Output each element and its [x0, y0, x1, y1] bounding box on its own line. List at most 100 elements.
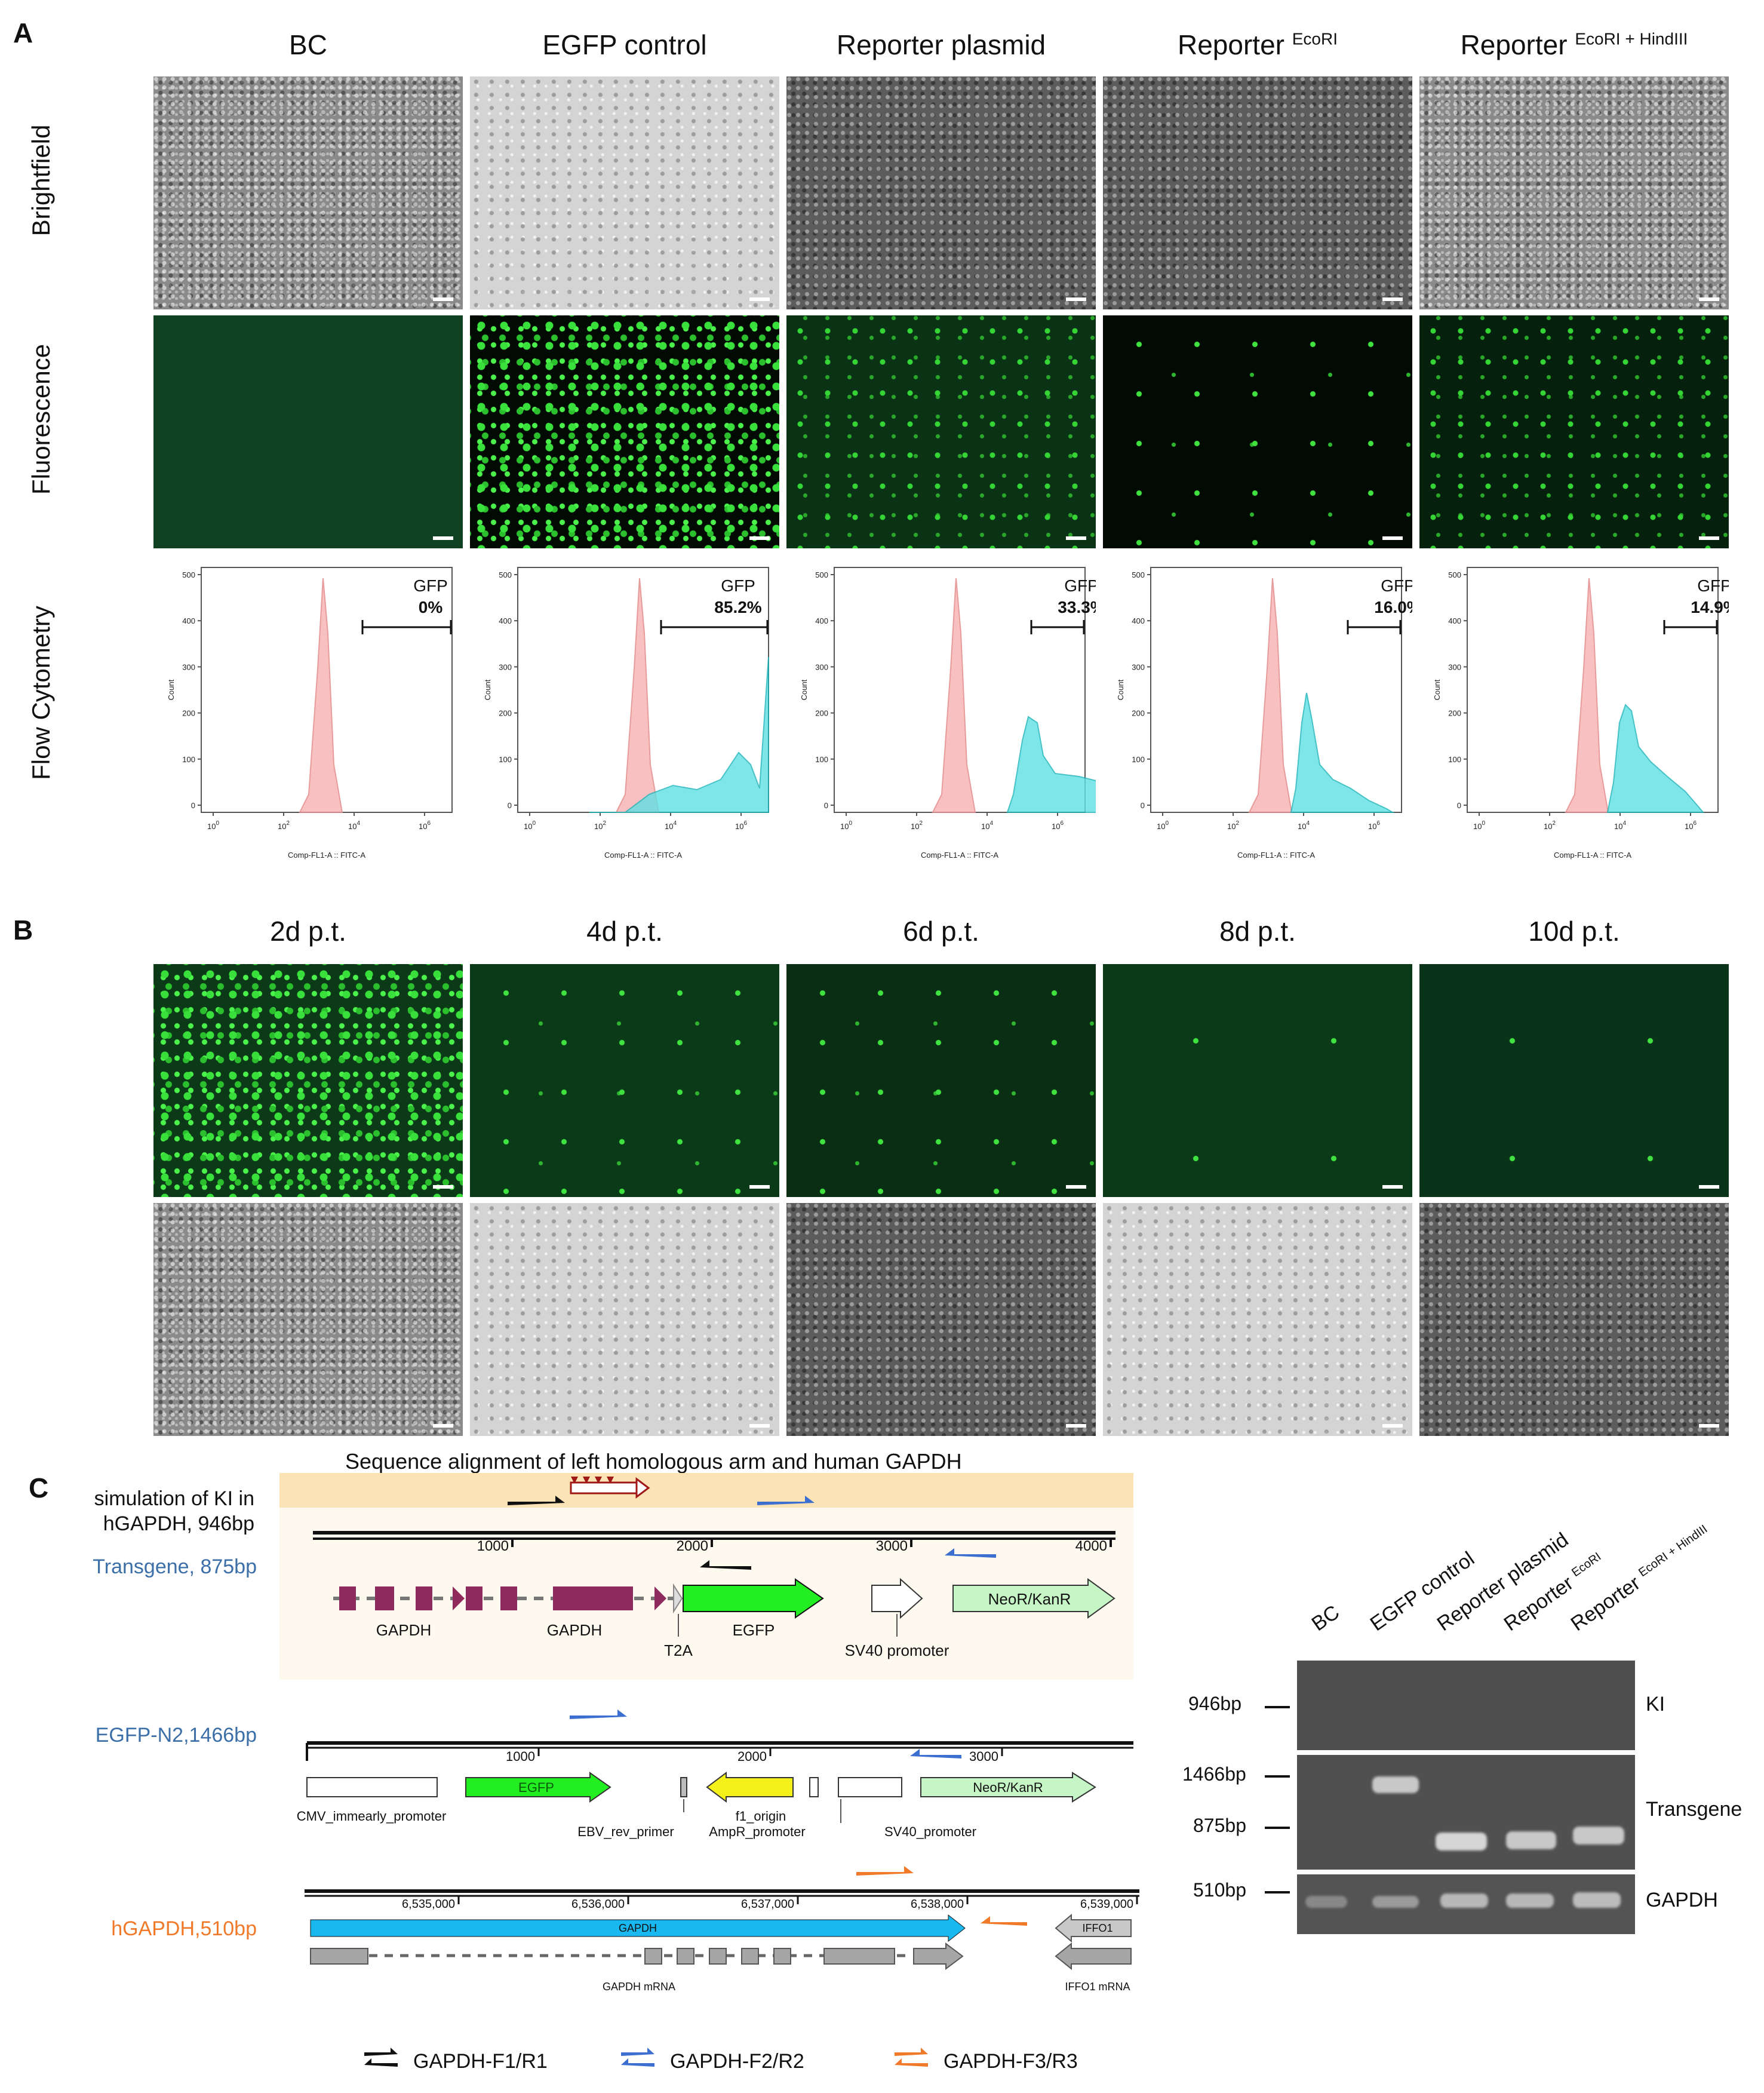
y-tick-label: 200: [1448, 709, 1461, 718]
y-tick-label: 100: [1132, 755, 1145, 764]
ruler-tick-3000: 3000: [969, 1749, 998, 1764]
x-tick-label: 104: [981, 820, 993, 831]
ruler-tick-2000: 2000: [677, 1538, 708, 1554]
feature-label-egfp: EGFP: [733, 1621, 775, 1639]
y-axis-label: Count: [1433, 679, 1442, 700]
x-tick-label: 102: [911, 820, 923, 831]
flow-histogram-svg: 0 100 200 300 400 500 100 102 104 106 Comp-FL1-A :…: [167, 567, 453, 860]
feature-label-egfp: EGFP: [518, 1780, 554, 1795]
cmv-promoter-feature: [306, 1777, 438, 1797]
gel-band-510: [1305, 1896, 1347, 1908]
gel-band-510: [1506, 1893, 1554, 1908]
y-tick-label: 500: [182, 570, 195, 579]
y-tick-label: 400: [1132, 616, 1145, 625]
gel-band-875: [1573, 1827, 1624, 1845]
row-label-fluorescence: Fluorescence: [27, 343, 55, 495]
x-tick-label: 106: [735, 820, 747, 831]
gapdh-exon: [654, 1586, 666, 1610]
gapdh-exon: [500, 1586, 517, 1610]
y-tick-label: 500: [1448, 570, 1461, 579]
egfp-feature: [683, 1578, 824, 1619]
feature-label-ampr: AmpR_promoter: [709, 1824, 805, 1839]
marker-tick: [1265, 1891, 1290, 1893]
t2a-feature: [673, 1583, 683, 1614]
brightfield-image-egfp-control: [470, 76, 779, 309]
flow-histogram: 0 100 200 300 400 500 100 102 104 106 Comp-FL1-A :…: [786, 561, 1157, 872]
sample-histogram: [1290, 692, 1395, 813]
gel-transgene: [1297, 1755, 1635, 1870]
legend-swatch-f1r1: [364, 2048, 398, 2067]
gel-row-label-gapdh: GAPDH: [1646, 1889, 1718, 1911]
x-tick-label: 106: [1685, 820, 1697, 831]
hgapdh-label: hGAPDH,510bp: [111, 1917, 257, 1940]
control-peak: [299, 578, 343, 813]
col-title-6d: 6d p.t.: [903, 916, 979, 947]
y-tick-label: 400: [815, 616, 828, 625]
scale-bar: [1066, 1185, 1086, 1189]
scale-bar: [749, 1424, 770, 1428]
y-tick-label: 300: [815, 662, 828, 671]
x-tick-label: 100: [1157, 820, 1169, 831]
primer-f2-arrow: [570, 1710, 627, 1719]
flow-histogram-svg: 0 100 200 300 400 500 100 102 104 106 Comp-FL1-A :…: [1116, 567, 1422, 860]
ampr-promoter-feature: [809, 1777, 819, 1797]
y-axis-label: Count: [1116, 679, 1125, 700]
scale-bar: [749, 297, 770, 301]
egfp-n2-map: 1000 2000 3000 EGFP NeoR/KanR CMV_immear…: [297, 1710, 1133, 1839]
mrna-exon: [677, 1948, 694, 1965]
row-label-flow-cytometry: Flow Cytometry: [27, 606, 55, 780]
legend-label-f2r2: GAPDH-F2/R2: [670, 2050, 804, 2073]
scale-bar: [749, 536, 770, 540]
control-peak: [932, 578, 976, 813]
y-axis-label: Count: [483, 679, 492, 700]
fluorescence-image-reporter-plasmid: [786, 315, 1096, 548]
brightfield-image-6d: [786, 1203, 1096, 1436]
gfp-percent: 33.3%: [1058, 598, 1096, 616]
gapdh-gene-feature: [310, 1914, 966, 1942]
flow-histogram: 0 100 200 300 400 500 100 102 104 106 Comp-FL1-A :…: [470, 561, 779, 872]
marker-tick: [1265, 1827, 1290, 1829]
primer-legend: GAPDH-F1/R1 GAPDH-F2/R2 GAPDH-F3/R3: [364, 2048, 1078, 2073]
gapdh-exon: [375, 1586, 394, 1610]
gapdh-exon: [453, 1586, 465, 1610]
x-tick-label: 100: [1473, 820, 1485, 831]
y-tick-label: 100: [815, 755, 828, 764]
f1-origin-feature: [706, 1772, 794, 1803]
gel-band-510: [1440, 1893, 1488, 1908]
marker-875: 875bp: [1193, 1815, 1246, 1836]
fluorescence-image-egfp-control: [470, 315, 779, 548]
marker-1466: 1466bp: [1182, 1763, 1246, 1785]
brightfield-image-2d: [153, 1203, 463, 1436]
y-tick-label: 400: [182, 616, 195, 625]
gel-row-label-transgene: Transgene: [1646, 1798, 1743, 1821]
ruler-tick-4000: 4000: [1075, 1538, 1107, 1554]
gfp-percent: 14.9%: [1691, 598, 1729, 616]
feature-label-gapdh: GAPDH: [619, 1922, 657, 1934]
gapdh-exon: [553, 1586, 633, 1610]
feature-label-neor: NeoR/KanR: [988, 1590, 1071, 1608]
ki-site-marker: [570, 1477, 650, 1499]
ebv-rev-primer-feature: [680, 1777, 687, 1797]
lane-label-bc: BC: [1307, 1600, 1344, 1636]
ruler-tick-3000: 3000: [876, 1538, 908, 1554]
col-title-4d: 4d p.t.: [586, 916, 663, 947]
primer-f2-arrow: [757, 1496, 815, 1505]
brightfield-image-bc: [153, 76, 463, 309]
feature-label-neor: NeoR/KanR: [973, 1780, 1043, 1795]
ki-highlight: [279, 1473, 1133, 1508]
primer-f1-arrow: [508, 1496, 565, 1505]
feature-label-iffo1: IFFO1: [1082, 1922, 1113, 1934]
scale-bar: [1382, 297, 1403, 301]
marker-tick: [1265, 1706, 1290, 1708]
gapdh-exon: [416, 1586, 432, 1610]
scale-bar: [1382, 1185, 1403, 1189]
fluorescence-image-10d: [1419, 964, 1729, 1197]
feature-label-cmv: CMV_immearly_promoter: [297, 1809, 447, 1824]
legend-label-f3r3: GAPDH-F3/R3: [944, 2050, 1078, 2073]
x-tick-label: 104: [1298, 820, 1310, 831]
ruler-tick-1000: 1000: [477, 1538, 509, 1554]
x-tick-label: 100: [207, 820, 219, 831]
gel-band-875: [1436, 1833, 1487, 1850]
scale-bar: [1699, 297, 1719, 301]
feature-label-sv40: SV40_promoter: [884, 1824, 976, 1839]
